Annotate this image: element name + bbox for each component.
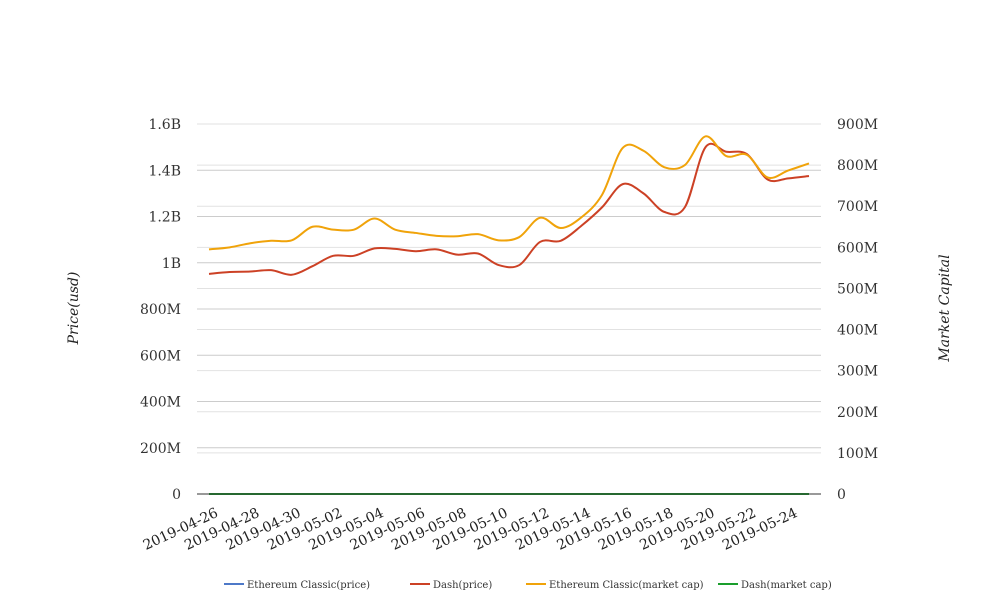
legend-item[interactable]: Dash(market cap): [718, 580, 832, 591]
legend-label: Dash(price): [433, 580, 492, 591]
series-line-ethereum-classic-market-cap: [208, 135, 810, 251]
right-axis-ticks: 0 100M 200M 300M 400M 500M 600M 700M 800M 900M: [837, 117, 878, 503]
left-axis-tick-label: 1.2B: [148, 210, 181, 226]
left-axis-tick-label: 1.4B: [148, 163, 181, 179]
right-axis-tick-label: 900M: [837, 117, 878, 133]
left-axis-tick-label: 200M: [140, 441, 181, 457]
legend-item[interactable]: Dash(price): [410, 580, 492, 591]
legend-label: Dash(market cap): [741, 580, 832, 591]
series-line-dash-price: [208, 142, 810, 276]
left-axis-ticks: 0 200M 400M 600M 800M 1B 1.2B 1.4B 1.6B: [140, 117, 181, 503]
left-axis-title: Price(usd): [66, 272, 82, 346]
right-axis-tick-label: 100M: [837, 446, 878, 462]
right-axis-tick-label: 600M: [837, 240, 878, 256]
right-axis-tick-label: 300M: [837, 364, 878, 380]
legend-label: Ethereum Classic(market cap): [549, 580, 704, 591]
right-axis-tick-label: 400M: [837, 323, 878, 339]
right-axis-tick-label: 0: [837, 487, 846, 503]
series-lines: [208, 135, 810, 495]
legend-item[interactable]: Ethereum Classic(price): [224, 580, 370, 591]
gridlines: [197, 123, 821, 454]
legend-label: Ethereum Classic(price): [247, 580, 370, 591]
right-axis-tick-label: 200M: [837, 405, 878, 421]
left-axis-tick-label: 1B: [162, 256, 181, 272]
legend: Ethereum Classic(price) Dash(price) Ethere…: [224, 580, 832, 591]
legend-item[interactable]: Ethereum Classic(market cap): [526, 580, 704, 591]
left-axis-tick-label: 1.6B: [148, 117, 181, 133]
right-axis-tick-label: 700M: [837, 199, 878, 215]
x-axis-ticks: 2019-04-262019-04-282019-04-302019-05-02…: [141, 505, 800, 554]
left-axis-tick-label: 0: [172, 487, 181, 503]
left-axis-tick-label: 600M: [140, 348, 181, 364]
right-axis-tick-label: 800M: [837, 158, 878, 174]
right-axis-tick-label: 500M: [837, 281, 878, 297]
left-axis-tick-label: 400M: [140, 395, 181, 411]
left-axis-tick-label: 800M: [140, 302, 181, 318]
right-axis-title: Market Capital: [937, 254, 953, 362]
